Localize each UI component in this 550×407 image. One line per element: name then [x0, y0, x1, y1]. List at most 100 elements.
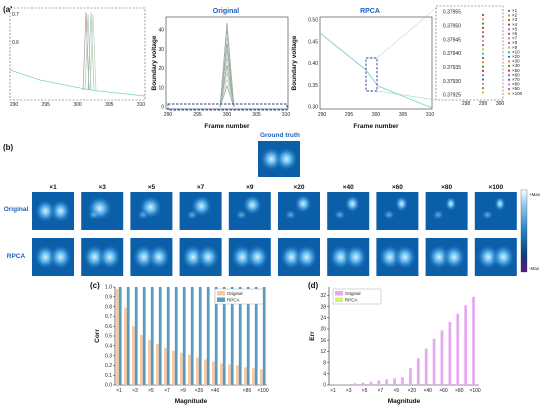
bar [448, 322, 452, 385]
inset-spike [89, 13, 97, 91]
legend-label: Original [227, 291, 243, 296]
rpca-reconstruction [425, 238, 468, 276]
bar [432, 338, 436, 385]
legend-entry: ×40 [512, 63, 520, 68]
inset-xtick: 290 [10, 102, 19, 108]
inset-xtick: 305 [105, 102, 114, 108]
y-axis-label: Corr [94, 329, 101, 343]
original-xtick: 310 [282, 112, 291, 118]
chart-legend: Original RPCA [214, 288, 264, 305]
y-tick-label: 28 [320, 304, 326, 310]
legend-marker [507, 69, 511, 72]
legend-entry: ×20 [512, 54, 520, 59]
x-tick-label: ×1 [116, 388, 122, 394]
panel-a-label: (a) [3, 5, 13, 14]
legend-marker [507, 18, 511, 22]
column-label: ×20 [293, 184, 304, 191]
zoom-point [481, 91, 485, 94]
rpca-xtick: 295 [345, 112, 354, 118]
zoom-ytick: 0.37945 [443, 37, 461, 43]
original-reconstruction [376, 192, 419, 230]
bar [361, 382, 365, 385]
zoom-legend: ×1×2×3×4×5×6×7×8×9×10×20×30×40×50×60×70×… [507, 8, 523, 96]
y-tick-label: 12 [320, 349, 326, 355]
rpca-reconstruction [278, 238, 320, 276]
x-tick-label: ×3 [132, 388, 138, 394]
legend-entry: ×30 [512, 59, 520, 64]
bar [409, 368, 412, 385]
ground-truth-heatmap [258, 141, 300, 177]
original-ytick: 0 [161, 105, 164, 111]
y-tick-label: 0.6 [105, 324, 112, 330]
zoom-point [481, 35, 485, 38]
zoom-plot: 0.37925 0.37930 0.37935 0.37940 0.37945 0.379… [435, 5, 523, 107]
zoom-point [481, 74, 485, 77]
bar [220, 363, 223, 385]
x-tick-label: ×60 [439, 388, 448, 394]
zoom-point [481, 26, 485, 29]
legend-entry: ×100 [512, 91, 523, 96]
legend-marker [507, 78, 511, 81]
legend-swatch [335, 297, 343, 302]
zoom-point [481, 18, 485, 21]
bar [174, 287, 178, 385]
legend-entry: ×60 [512, 72, 520, 77]
inset-ytick: 0.7 [12, 12, 19, 18]
legend-entry: ×4 [512, 22, 518, 27]
original-ytick: 40 [158, 28, 164, 34]
column-label: ×5 [148, 184, 156, 191]
zoom-point [481, 65, 485, 68]
rpca-reconstruction [228, 238, 271, 276]
legend-swatch [217, 291, 225, 296]
original-zoom-box [167, 103, 288, 111]
original-ytick: 30 [158, 47, 164, 53]
inset-spike [82, 11, 90, 91]
x-tick-label: ×40 [423, 388, 432, 394]
panel-c-label: (c) [90, 281, 100, 290]
rpca-plot: RPCA 0.30 0.35 0.40 0.45 0.50 290 295 300 305 31… [291, 7, 437, 130]
panel-d-label: (d) [308, 281, 319, 290]
rpca-ytick: 0.45 [308, 39, 318, 45]
x-tick-label: ×40 [211, 388, 220, 394]
column-label: ×3 [98, 184, 106, 191]
y-tick-label: 8 [323, 360, 326, 366]
x-tick-label: ×20 [408, 388, 417, 394]
original-title: Original [213, 8, 240, 15]
legend-label: Original [345, 291, 361, 296]
legend-entry: ×1 [512, 8, 518, 13]
zoom-point [481, 87, 485, 90]
corr-chart: 0.0 0.1 0.2 0.3 0.4 0.5 0.6 0.7 0.8 0.9 1.0 ×1 ×3 ×5 ×… [94, 285, 269, 405]
bar [158, 287, 162, 385]
original-plot: Original 0 10 20 30 40 290 295 300 305 310 Bound… [151, 8, 290, 130]
zoom-ytick: 0.37955 [443, 10, 461, 16]
x-tick-label: ×7 [164, 388, 170, 394]
legend-marker [507, 55, 511, 58]
rpca-ytick: 0.40 [308, 61, 318, 67]
legend-marker [507, 83, 511, 86]
bar [377, 380, 381, 385]
inset-xtick: 310 [137, 102, 146, 108]
bar [132, 326, 135, 385]
rpca-reconstruction [179, 238, 222, 276]
original-reconstruction [32, 192, 74, 230]
bar [440, 330, 444, 385]
legend-marker [507, 37, 511, 40]
x-tick-label: ×9 [180, 388, 186, 394]
y-tick-label: 0.2 [105, 363, 112, 369]
bar [244, 367, 247, 385]
column-label: ×9 [246, 184, 254, 191]
bar [166, 287, 170, 385]
panel-b-label: (b) [3, 143, 14, 152]
rpca-ytick: 0.35 [308, 83, 318, 89]
zoom-point [481, 44, 485, 47]
rpca-xtick: 310 [426, 112, 435, 118]
x-axis-label: Magnitude [175, 398, 208, 405]
bar [134, 287, 138, 385]
inset-plot: 0.7 0.6 290 295 300 305 310 [9, 7, 146, 108]
zoom-xtick: 300 [496, 101, 505, 107]
zoom-point [481, 78, 485, 81]
legend-entry: ×5 [512, 26, 518, 31]
original-spike [219, 78, 235, 108]
legend-marker [507, 92, 511, 95]
bar [188, 354, 191, 385]
